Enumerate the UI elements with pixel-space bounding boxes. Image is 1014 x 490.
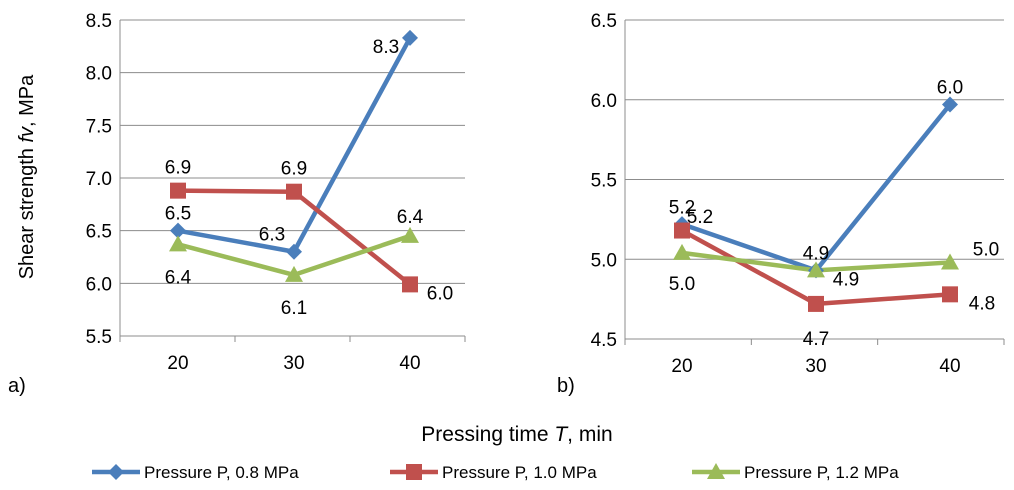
data-label-a-3: 6.4 <box>165 267 192 288</box>
data-point-b-2 <box>808 295 824 312</box>
series-line-a-1 <box>177 36 412 254</box>
x-tick-label-a: 40 <box>399 353 420 374</box>
x-axis-label-suffix: , min <box>567 423 613 446</box>
y-tick-label-a: 7.5 <box>86 116 112 137</box>
data-point-b-2 <box>674 222 690 239</box>
data-point-b-2 <box>942 286 958 303</box>
y-tick-label-a: 6.5 <box>86 222 112 243</box>
y-tick-label-b: 4.5 <box>591 330 617 351</box>
chart-panel-a: 5.5 6.0 6.5 7.0 7.5 8.0 8.5 20 30 40 6.5 6.3 8.3 6.9 6… <box>86 11 466 374</box>
data-label-b-1: 5.2 <box>687 207 713 228</box>
data-point-b-3 <box>673 243 691 260</box>
y-axis-label-symbol: fv <box>16 126 38 143</box>
data-label-a-2: 6.0 <box>427 283 453 304</box>
x-tick-label-b: 30 <box>805 356 826 377</box>
data-label-a-1: 6.5 <box>165 204 191 225</box>
y-tick-label-a: 8.5 <box>86 11 112 32</box>
data-label-a-2: 6.9 <box>165 158 191 179</box>
legend: Pressure P, 0.8 MPa Pressure P, 1.0 MPa Pr… <box>92 463 899 482</box>
data-point-a-2 <box>286 183 302 200</box>
panel-label-b: b) <box>557 375 575 397</box>
y-tick-label-b: 5.0 <box>591 250 617 271</box>
data-label-b-2: 4.7 <box>803 329 829 350</box>
y-tick-label-a: 8.0 <box>86 64 112 85</box>
data-label-b-2: 5.2 <box>669 198 695 219</box>
data-point-a-1 <box>402 29 418 46</box>
x-tick-label-a: 30 <box>283 353 304 374</box>
y-tick-label-a: 5.5 <box>86 327 112 348</box>
y-tick-label-b: 5.5 <box>591 171 617 192</box>
y-axis-label-suffix: , MPa <box>16 74 38 127</box>
y-tick-label-b: 6.5 <box>591 11 617 32</box>
data-label-a-1: 6.3 <box>259 225 285 246</box>
legend-marker-2 <box>406 464 422 480</box>
data-label-b-3: 4.9 <box>833 269 859 290</box>
data-label-a-2: 6.9 <box>281 159 307 180</box>
x-tick-label-b: 20 <box>671 356 692 377</box>
data-point-a-2 <box>170 182 186 199</box>
legend-label-2: Pressure P, 1.0 MPa <box>442 463 597 482</box>
x-axis-label-prefix: Pressing time <box>421 423 554 446</box>
data-label-b-2: 4.8 <box>969 293 995 314</box>
data-label-a-3: 6.4 <box>397 207 424 228</box>
data-point-a-3 <box>401 226 419 243</box>
data-point-b-1 <box>942 96 958 113</box>
data-point-b-3 <box>941 253 959 270</box>
data-label-a-1: 8.3 <box>373 37 399 58</box>
legend-label-3: Pressure P, 1.2 MPa <box>744 463 899 482</box>
y-axis-label-prefix: Shear strength <box>16 143 38 280</box>
y-tick-label-a: 7.0 <box>86 169 112 190</box>
data-point-a-2 <box>402 276 418 293</box>
data-label-b-1: 4.9 <box>803 243 829 264</box>
chart-panel-b: 4.5 5.0 5.5 6.0 6.5 20 30 40 5.2 4.9 6.0 5.2 4.7 4.8 5… <box>591 11 1005 377</box>
data-point-a-1 <box>286 243 302 260</box>
legend-label-1: Pressure P, 0.8 MPa <box>144 463 299 482</box>
data-point-a-1 <box>170 222 186 239</box>
data-label-b-3: 5.0 <box>973 239 999 260</box>
data-label-b-3: 5.0 <box>669 274 695 295</box>
data-label-b-1: 6.0 <box>937 78 963 99</box>
x-axis-label-symbol: T <box>554 423 569 446</box>
legend-marker-1 <box>108 464 124 480</box>
data-point-a-3 <box>169 235 187 252</box>
x-tick-label-b: 40 <box>939 356 960 377</box>
y-tick-label-b: 6.0 <box>591 91 617 112</box>
legend-marker-3 <box>707 463 725 479</box>
x-tick-label-a: 20 <box>167 353 188 374</box>
y-tick-label-a: 6.0 <box>86 274 112 295</box>
x-axis-label: Pressing time T, min <box>421 423 612 446</box>
data-point-b-3 <box>807 261 825 278</box>
panel-label-a: a) <box>8 375 26 397</box>
y-axis-label: Shear strength fv, MPa <box>16 74 38 279</box>
data-point-a-3 <box>285 265 303 282</box>
data-label-a-3: 6.1 <box>281 298 307 319</box>
